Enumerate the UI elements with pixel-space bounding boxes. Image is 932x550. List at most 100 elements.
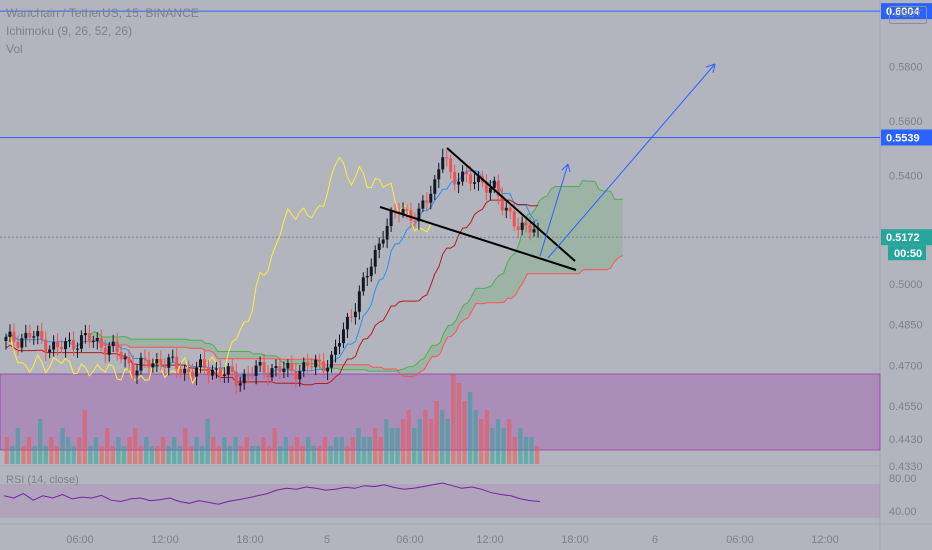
volume-bar bbox=[71, 446, 76, 464]
candle-body bbox=[147, 359, 151, 368]
price-tick-label: 0.4850 bbox=[889, 320, 923, 332]
last-price-tag: 0.5172 00:50 bbox=[881, 229, 932, 261]
candle-body bbox=[278, 366, 282, 373]
candle-body bbox=[79, 335, 83, 349]
rsi-tick-label: 80.00 bbox=[889, 473, 917, 485]
candle-body bbox=[52, 341, 56, 350]
candle-body bbox=[274, 366, 278, 369]
candle-body bbox=[504, 207, 508, 211]
kijun-sen-line bbox=[5, 199, 538, 386]
time-axis[interactable]: 06:00 12:00 18:00 5 06:00 12:00 18:00 6 06:00 12:… bbox=[66, 534, 839, 546]
ichimoku-legend[interactable]: Ichimoku (9, 26, 52, 26) bbox=[6, 24, 133, 38]
volume-bar bbox=[255, 446, 261, 464]
candle-body bbox=[246, 373, 250, 376]
price-axis[interactable]: 0.60000.58000.56000.54000.50000.48500.47… bbox=[889, 7, 923, 473]
candle-body bbox=[524, 222, 528, 226]
candle-body bbox=[95, 337, 99, 341]
candle-body bbox=[421, 200, 425, 209]
candle-body bbox=[199, 359, 203, 368]
candle-body bbox=[326, 367, 330, 372]
currency-button[interactable]: USDT bbox=[889, 6, 927, 24]
falling-wedge[interactable] bbox=[379, 147, 577, 271]
volume-bar bbox=[512, 437, 517, 464]
volume-bar bbox=[406, 410, 411, 464]
volume-bar bbox=[361, 437, 367, 464]
volume-bar bbox=[333, 437, 339, 464]
volume-bar bbox=[38, 419, 43, 464]
candle-body bbox=[314, 359, 318, 368]
volume-bar bbox=[501, 428, 506, 464]
volume-bar bbox=[306, 437, 311, 464]
candle-body bbox=[60, 347, 64, 350]
arrow-head-icon bbox=[561, 163, 571, 173]
volume-bar bbox=[467, 392, 473, 464]
candle-body bbox=[250, 375, 254, 377]
volume-bar bbox=[417, 419, 423, 464]
candle-body bbox=[171, 356, 175, 358]
volume-bar bbox=[261, 437, 266, 464]
candle-body bbox=[179, 369, 183, 374]
volume-bar bbox=[121, 446, 127, 464]
rsi-legend[interactable]: RSI (14, close) bbox=[6, 474, 79, 486]
candle-body bbox=[484, 182, 488, 193]
volume-bar bbox=[216, 446, 222, 464]
rsi-line bbox=[3, 482, 541, 505]
candle-body bbox=[151, 363, 155, 368]
volume-legend[interactable]: Vol bbox=[6, 42, 23, 56]
short-projection-arrow bbox=[539, 163, 569, 257]
candle-body bbox=[195, 367, 199, 377]
time-tick-label: 5 bbox=[324, 534, 330, 546]
candle-body bbox=[357, 291, 361, 312]
candle-body bbox=[4, 336, 8, 342]
candle-body bbox=[127, 357, 131, 364]
candle-body bbox=[389, 210, 393, 227]
candle-body bbox=[155, 359, 159, 364]
candle-body bbox=[139, 357, 143, 371]
volume-bar bbox=[518, 428, 523, 464]
volume-bar bbox=[43, 446, 48, 464]
candle-body bbox=[28, 332, 32, 338]
volume-bar bbox=[328, 446, 333, 464]
candle-body bbox=[187, 368, 191, 373]
candle-body bbox=[270, 368, 274, 378]
candle-body bbox=[465, 171, 469, 175]
candle-body bbox=[290, 363, 294, 372]
volume-bar bbox=[434, 401, 439, 464]
candle-body bbox=[254, 365, 258, 376]
volume-bar bbox=[423, 410, 428, 464]
candle-body bbox=[91, 340, 95, 342]
volume-bar bbox=[21, 446, 26, 464]
time-tick-label: 18:00 bbox=[236, 534, 264, 546]
volume-bar bbox=[384, 419, 389, 464]
volume-bar bbox=[177, 446, 182, 464]
long-projection-arrow bbox=[547, 63, 716, 259]
volume-bar bbox=[456, 383, 462, 464]
volume-bar bbox=[49, 437, 54, 464]
time-tick-label: 12:00 bbox=[151, 534, 179, 546]
candle-body bbox=[433, 179, 437, 194]
volume-bar bbox=[227, 446, 233, 464]
projection-arrows[interactable] bbox=[539, 63, 716, 259]
volume-bar bbox=[400, 419, 406, 464]
candle-body bbox=[99, 337, 103, 348]
volume-bar bbox=[144, 437, 149, 464]
candle-body bbox=[461, 171, 465, 182]
candle-body bbox=[441, 157, 445, 170]
volume-bar bbox=[395, 428, 400, 464]
time-tick-label: 12:00 bbox=[476, 534, 504, 546]
candle-body bbox=[36, 331, 40, 337]
candle-body bbox=[111, 341, 115, 347]
time-tick-label: 06:00 bbox=[396, 534, 424, 546]
volume-bar bbox=[473, 410, 478, 464]
volume-bar bbox=[507, 419, 512, 464]
volume-bar bbox=[32, 446, 37, 464]
rsi-tick-label: 40.00 bbox=[889, 506, 917, 518]
candle-body bbox=[222, 374, 226, 376]
candle-body bbox=[496, 180, 500, 197]
volume-bar bbox=[233, 437, 238, 464]
price-tick-label: 0.5800 bbox=[889, 62, 923, 74]
volume-bar bbox=[317, 446, 322, 464]
wedge-lower-line bbox=[379, 206, 577, 271]
